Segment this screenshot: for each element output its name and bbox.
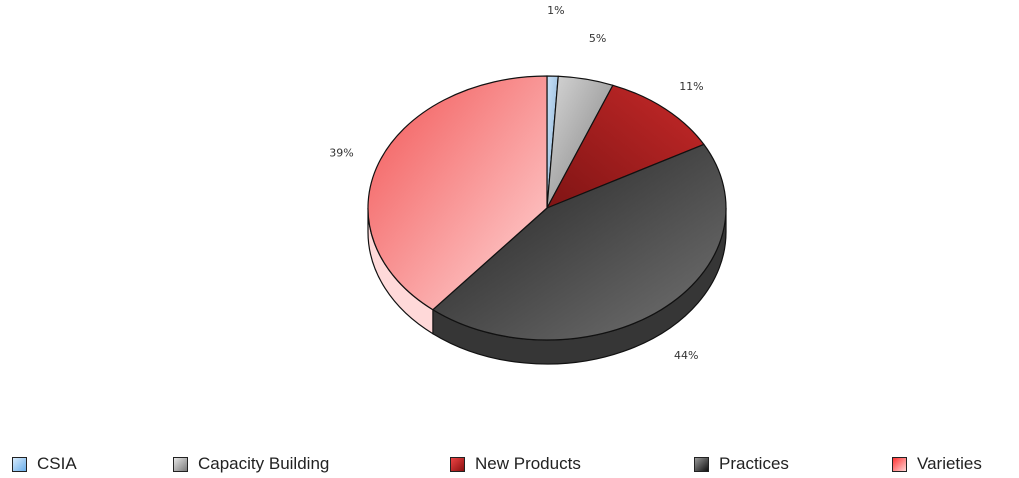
legend-swatch-new-products [450, 456, 465, 472]
legend-label: Practices [719, 454, 789, 473]
legend-item-new-products[interactable]: New Products [450, 454, 581, 474]
legend-item-varieties[interactable]: Varieties [892, 454, 982, 474]
slice-practices[interactable] [432, 143, 727, 341]
slice-new-products[interactable] [546, 84, 705, 209]
legend-label: New Products [475, 454, 581, 473]
legend-swatch-capacity-building [173, 456, 188, 472]
legend-swatch-practices [694, 456, 709, 472]
slice-label-csia: 1% [547, 4, 564, 17]
slice-varieties[interactable] [367, 75, 548, 311]
legend-item-practices[interactable]: Practices [694, 454, 789, 474]
pie-slices [367, 75, 727, 341]
slice-label-new-products: 11% [679, 80, 703, 93]
legend-label: CSIA [37, 454, 77, 473]
slice-label-capacity-building: 5% [589, 32, 606, 45]
slice-label-practices: 44% [674, 349, 698, 362]
pie-labels: 1% 5% 11% 44% 39% [329, 4, 703, 362]
legend: CSIA Capacity Building New Products Prac… [0, 448, 1019, 478]
slice-label-varieties: 39% [329, 146, 353, 159]
legend-swatch-varieties [892, 456, 907, 472]
legend-label: Capacity Building [198, 454, 330, 473]
legend-item-csia[interactable]: CSIA [12, 454, 77, 474]
legend-label: Varieties [917, 454, 982, 473]
legend-swatch-csia [12, 456, 27, 472]
legend-item-capacity-building[interactable]: Capacity Building [173, 454, 329, 474]
